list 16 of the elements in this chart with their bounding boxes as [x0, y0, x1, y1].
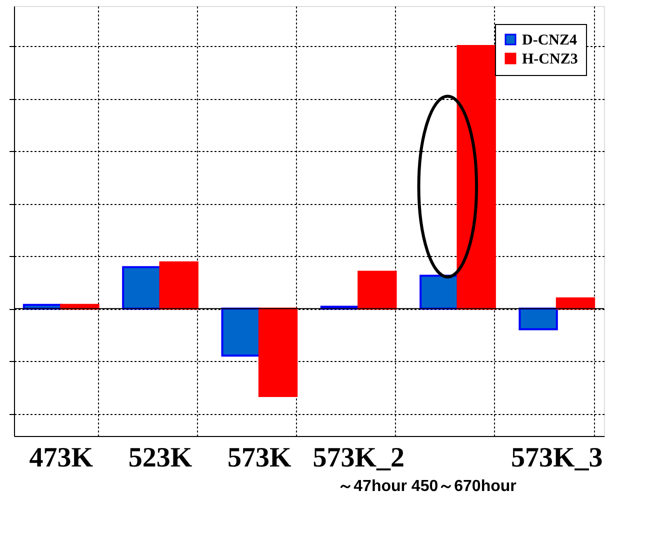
x-tick-label: 573K_3 — [511, 442, 603, 474]
bar — [358, 270, 397, 310]
x-tick-label: 473K — [29, 442, 94, 474]
legend-label: D-CNZ4 — [522, 32, 578, 48]
bar — [159, 261, 198, 310]
legend-label: H-CNZ3 — [522, 52, 578, 68]
bar — [456, 45, 496, 310]
bar — [221, 308, 260, 357]
bar — [122, 266, 162, 310]
x-tick-label: 573K — [228, 442, 292, 474]
x-tick-label: 523K — [128, 442, 192, 474]
bar — [556, 297, 596, 310]
text: ～47hour 450～670hour — [338, 478, 516, 495]
x-tick-label: 573K_2 — [312, 442, 404, 474]
bar — [258, 308, 298, 397]
bar — [518, 308, 558, 330]
